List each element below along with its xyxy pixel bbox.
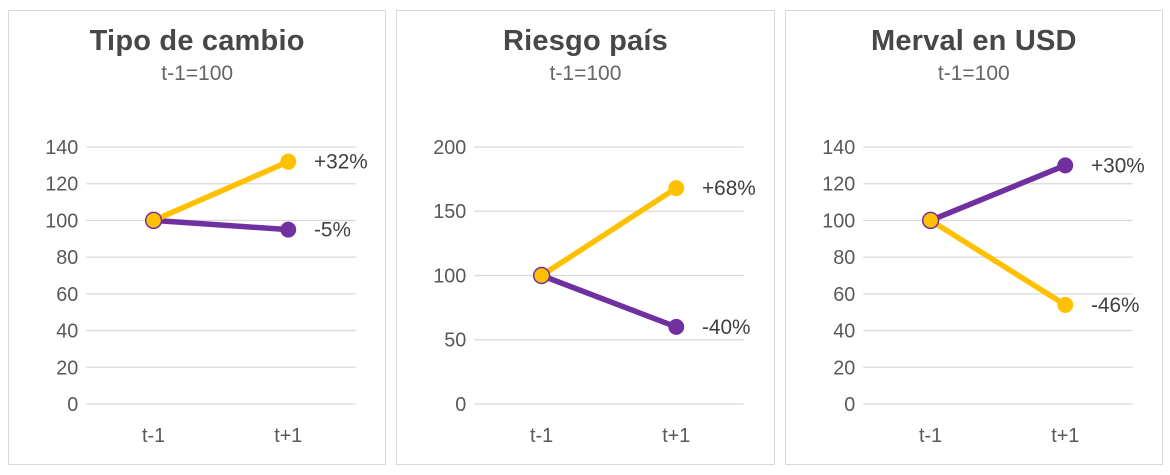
- series-line: [539, 272, 680, 330]
- y-tick-label: 100: [822, 210, 855, 232]
- series-line: [150, 217, 291, 233]
- chart-subtitle: t-1=100: [937, 62, 1010, 85]
- chart-plot: 0 20 40 60 80 100 120 140 t-1 t+1 +30% -46%: [822, 137, 1145, 447]
- series-line: [927, 162, 1068, 224]
- data-point: [668, 318, 685, 335]
- y-tick-label: 80: [56, 247, 78, 269]
- y-tick-label: 200: [434, 137, 467, 159]
- data-point: [280, 221, 297, 238]
- y-tick-label: 0: [67, 394, 78, 416]
- data-label: +30%: [1091, 154, 1145, 177]
- x-tick-label: t-1: [530, 425, 553, 447]
- data-point: [1057, 296, 1073, 313]
- chart-plot: 0 50 100 150 200 t-1 t+1 -40% +68%: [434, 137, 756, 447]
- y-tick-label: 60: [833, 284, 855, 306]
- chart-title: Tipo de cambio: [89, 25, 305, 57]
- y-tick-label: 140: [822, 137, 855, 159]
- y-tick-label: 60: [56, 284, 78, 306]
- y-tick-label: 140: [45, 137, 78, 159]
- data-point: [144, 211, 163, 230]
- x-tick-label: t+1: [1051, 425, 1079, 447]
- chart-subtitle: t-1=100: [549, 62, 622, 85]
- panel-riesgo-pais: Riesgo país t-1=100 0 50 100 150 200 t-1 t+1 -4…: [396, 10, 775, 465]
- y-tick-label: 20: [56, 357, 78, 379]
- chart-title: Riesgo país: [503, 25, 668, 57]
- chart-subtitle: t-1=100: [161, 62, 234, 85]
- y-tick-label: 0: [844, 394, 855, 416]
- panel-tipo-de-cambio: Tipo de cambio t-1=100 0 20 40 60 80 100 120 14…: [8, 10, 387, 465]
- data-label: +32%: [314, 151, 368, 174]
- y-tick-label: 80: [833, 247, 855, 269]
- data-label: -40%: [702, 316, 750, 339]
- y-tick-label: 40: [833, 320, 855, 342]
- chart-plot: 0 20 40 60 80 100 120 140 t-1 t+1 -5% +32%: [45, 137, 368, 447]
- x-tick-label: t+1: [274, 425, 302, 447]
- y-tick-label: 40: [56, 320, 78, 342]
- y-tick-label: 0: [456, 394, 467, 416]
- y-tick-label: 150: [434, 201, 467, 223]
- data-label: -46%: [1091, 294, 1139, 317]
- x-tick-label: t-1: [919, 425, 942, 447]
- y-tick-label: 100: [45, 210, 78, 232]
- series-line: [539, 185, 680, 279]
- data-label: -5%: [314, 219, 351, 242]
- y-tick-label: 120: [822, 174, 855, 196]
- series-line: [927, 217, 1068, 308]
- y-tick-label: 100: [434, 265, 467, 287]
- x-tick-label: t-1: [142, 425, 165, 447]
- data-point: [533, 266, 551, 285]
- data-point: [668, 180, 685, 197]
- panel-merval-en-usd: Merval en USD t-1=100 0 20 40 60 80 100 120 140…: [784, 10, 1163, 465]
- data-point: [280, 153, 297, 170]
- chart-title: Merval en USD: [870, 25, 1077, 57]
- data-point: [921, 211, 939, 230]
- x-tick-label: t+1: [663, 425, 691, 447]
- y-tick-label: 120: [45, 174, 78, 196]
- y-tick-label: 20: [833, 357, 855, 379]
- data-point: [1057, 157, 1073, 174]
- y-tick-label: 50: [445, 330, 467, 352]
- data-label: +68%: [702, 177, 756, 200]
- series-line: [150, 158, 291, 224]
